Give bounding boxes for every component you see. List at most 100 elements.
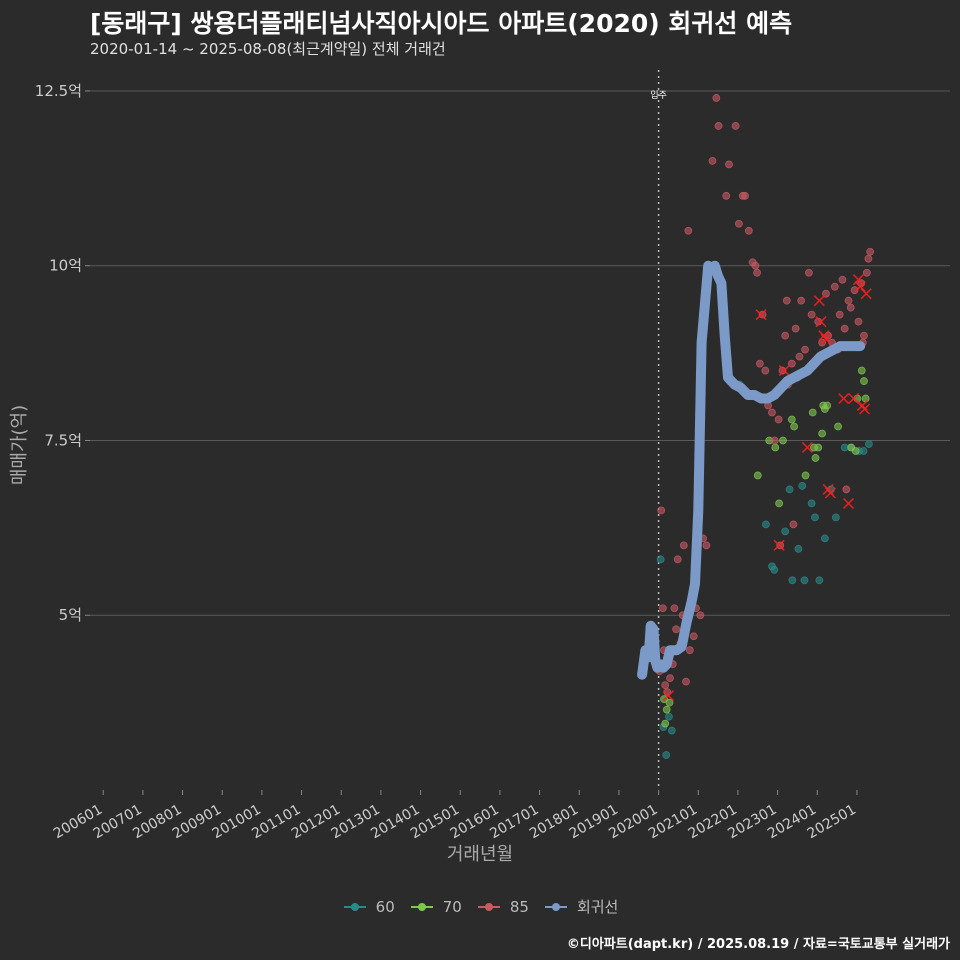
point-85	[741, 191, 749, 200]
point-85	[797, 296, 806, 305]
point-85	[702, 541, 711, 550]
legend-key-60	[342, 897, 368, 917]
point-85	[864, 254, 873, 263]
point-85	[860, 331, 868, 340]
point-70	[787, 415, 796, 424]
point-60	[807, 499, 816, 508]
point-70	[808, 408, 817, 417]
point-85	[804, 268, 813, 277]
point-60	[798, 482, 807, 490]
point-85	[755, 359, 764, 368]
y-tick-label: 5억	[59, 606, 82, 624]
point-85	[781, 331, 790, 340]
highlight-marker	[773, 539, 785, 551]
point-85	[735, 219, 743, 228]
x-axis-label: 거래년월	[446, 844, 514, 865]
highlight-marker	[820, 333, 832, 345]
point-85	[850, 286, 859, 295]
y-tick-label: 7.5억	[44, 431, 82, 449]
legend-label-70: 70	[442, 897, 462, 916]
point-70	[857, 366, 866, 375]
point-85	[684, 226, 693, 235]
point-85	[768, 408, 776, 417]
legend-label-regression: 회귀선	[576, 898, 619, 916]
point-60	[785, 485, 794, 494]
point-70	[823, 401, 832, 410]
point-60	[770, 565, 779, 574]
point-85	[658, 604, 667, 613]
point-70	[851, 447, 860, 455]
point-85	[854, 317, 863, 326]
point-85	[689, 632, 698, 641]
legend-key-70	[409, 897, 435, 917]
point-70	[665, 698, 674, 707]
point-60	[815, 576, 824, 585]
point-70	[775, 499, 784, 508]
point-85	[731, 122, 740, 130]
highlight-marker	[824, 487, 837, 499]
legend-label-85: 85	[509, 897, 529, 916]
point-85	[866, 247, 875, 256]
grid-lines	[90, 90, 950, 616]
highlight-marker	[860, 288, 872, 300]
chart-subtitle: 2020-01-14 ~ 2025-08-08(최근계약일) 전체 거래건	[90, 40, 446, 58]
point-85	[722, 191, 731, 200]
point-85	[830, 282, 839, 291]
point-85	[714, 122, 723, 130]
point-60	[859, 447, 868, 455]
highlight-marker	[856, 399, 868, 412]
point-85	[744, 226, 753, 235]
point-60	[865, 440, 873, 448]
legend-item-regression: 회귀선	[543, 896, 618, 917]
legend-item-85: 85	[476, 896, 529, 917]
point-85	[685, 646, 694, 655]
highlight-marker	[778, 365, 790, 377]
point-85	[774, 415, 783, 424]
legend-item-60: 60	[342, 896, 395, 917]
point-85	[862, 268, 871, 277]
point-85	[840, 324, 849, 333]
legend-key-85	[476, 897, 502, 917]
credit-line: ©디아파트(dapt.kr) / 2025.08.19 / 자료=국토교통부 실…	[566, 937, 950, 952]
point-70	[771, 443, 780, 452]
point-85	[670, 604, 679, 613]
y-axis: 5억 7.5억 10억 12.5억	[35, 82, 90, 624]
x-axis: 2006012007012008012009012010012011012012…	[51, 790, 859, 842]
point-85	[844, 296, 853, 305]
highlight-marker	[852, 274, 865, 286]
point-85	[770, 436, 779, 445]
highlight-marker	[858, 403, 871, 415]
point-60	[662, 751, 671, 759]
point-85	[842, 485, 851, 494]
point-60	[667, 726, 676, 735]
point-85	[696, 611, 705, 620]
point-70	[810, 443, 818, 452]
point-60	[794, 544, 803, 553]
point-60	[831, 513, 840, 522]
point-85	[751, 261, 760, 270]
highlight-marker	[755, 309, 767, 321]
point-60	[788, 576, 797, 585]
point-85	[753, 268, 761, 277]
point-60	[665, 712, 673, 721]
point-85	[822, 289, 830, 298]
point-70	[861, 394, 870, 403]
data-points	[655, 94, 875, 759]
highlight-marker	[662, 690, 675, 702]
point-70	[753, 471, 762, 480]
highlight-marker	[842, 497, 855, 509]
point-85	[657, 506, 666, 515]
highlight-marker	[813, 295, 825, 307]
point-85	[673, 555, 682, 564]
point-70	[811, 454, 820, 462]
point-85	[807, 310, 816, 319]
y-tick-label: 12.5억	[35, 82, 82, 100]
legend: 60 70 85 회귀선	[0, 896, 960, 917]
point-85	[725, 160, 733, 169]
highlight-marker	[848, 392, 860, 405]
point-85	[679, 541, 688, 550]
point-70	[818, 429, 827, 438]
point-85	[712, 94, 721, 102]
point-85	[838, 275, 847, 284]
